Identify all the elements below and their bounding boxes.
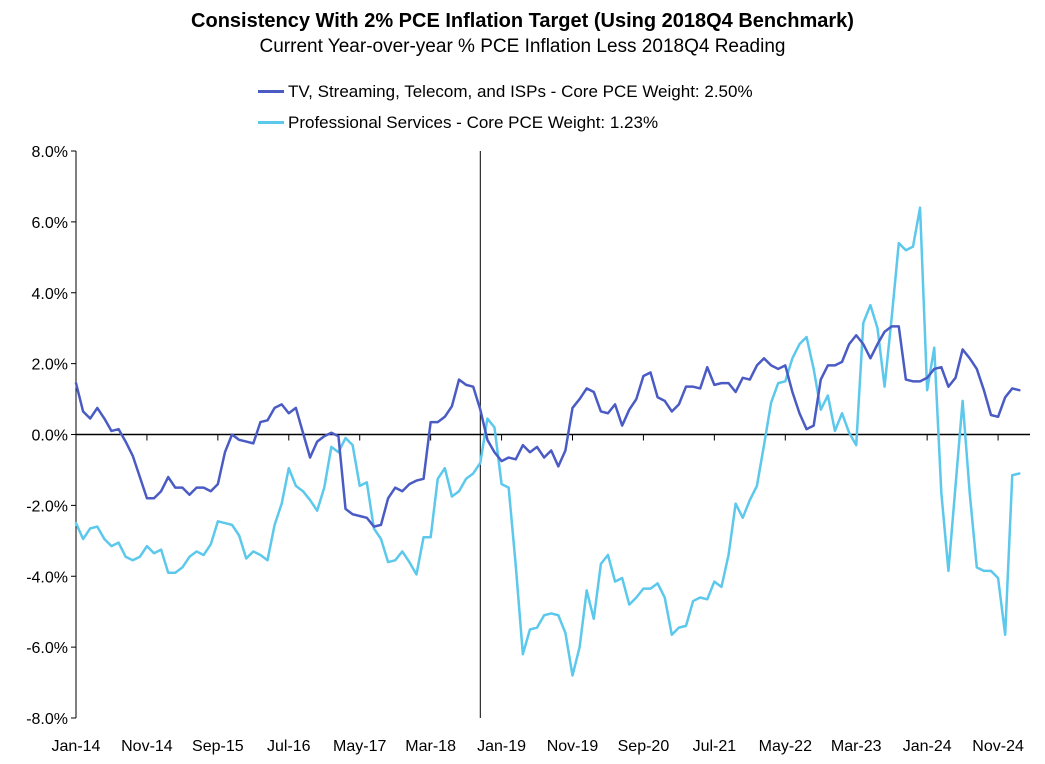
y-tick-label: 4.0%	[32, 286, 68, 303]
x-tick-label: Mar-23	[831, 738, 882, 755]
x-tick-label: Jul-16	[267, 738, 311, 755]
x-tick-label: May-22	[759, 738, 812, 755]
x-tick-label: May-17	[333, 738, 386, 755]
x-tick-label: Nov-24	[972, 738, 1024, 755]
x-tick-label: Mar-18	[405, 738, 456, 755]
y-tick-label: -2.0%	[26, 498, 68, 515]
legend-swatch-series-1	[258, 90, 284, 93]
legend-label-series-2: Professional Services - Core PCE Weight:…	[288, 112, 659, 132]
x-tick-label: Nov-19	[547, 738, 599, 755]
y-tick-label: -8.0%	[26, 711, 68, 728]
y-tick-label: 2.0%	[32, 357, 68, 374]
series-line-professional-services	[74, 206, 1021, 677]
y-tick-label: 6.0%	[32, 215, 68, 232]
legend: TV, Streaming, Telecom, and ISPs - Core …	[258, 76, 753, 138]
y-tick-label: -4.0%	[26, 569, 68, 586]
series-line-tv-streaming	[74, 325, 1021, 528]
x-tick-label: Jan-24	[903, 738, 952, 755]
x-tick-label: Nov-14	[121, 738, 173, 755]
x-tick-label: Sep-20	[618, 738, 670, 755]
y-tick-label: 8.0%	[32, 144, 68, 161]
x-tick-label: Jan-19	[477, 738, 526, 755]
x-tick-label: Sep-15	[192, 738, 244, 755]
chart-subtitle: Current Year-over-year % PCE Inflation L…	[259, 36, 786, 57]
legend-item-series-1: TV, Streaming, Telecom, and ISPs - Core …	[258, 76, 753, 107]
chart-title: Consistency With 2% PCE Inflation Target…	[191, 10, 854, 32]
x-tick-label: Jan-14	[52, 738, 101, 755]
y-tick-label: 0.0%	[32, 428, 68, 445]
legend-item-series-2: Professional Services - Core PCE Weight:…	[258, 107, 753, 138]
x-tick-label: Jul-21	[693, 738, 737, 755]
y-tick-label: -6.0%	[26, 640, 68, 657]
legend-label-series-1: TV, Streaming, Telecom, and ISPs - Core …	[288, 81, 753, 101]
legend-swatch-series-2	[258, 121, 284, 124]
